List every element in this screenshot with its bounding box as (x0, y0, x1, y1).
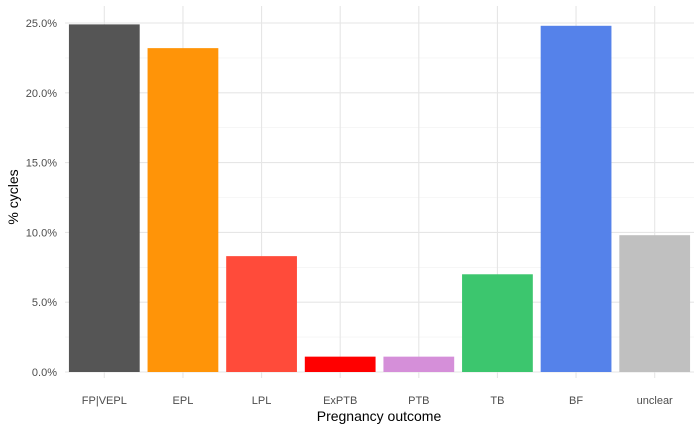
y-axis-title: % cycles (5, 169, 21, 224)
bar-lpl (226, 256, 297, 372)
y-tick-label: 5.0% (32, 297, 57, 309)
x-tick-label: ExPTB (323, 395, 357, 407)
x-axis-title: Pregnancy outcome (317, 408, 442, 424)
bars (68, 24, 691, 373)
x-tick-label: PTB (408, 395, 429, 407)
bar-exptb (304, 356, 376, 372)
bar-ptb (383, 356, 455, 372)
bar-tb (462, 274, 533, 372)
x-tick-label: TB (490, 395, 504, 407)
x-axis-tick-labels: FP|VEPL EPL LPL ExPTB PTB TB BF unclear (82, 395, 673, 407)
x-tick-label: EPL (173, 395, 194, 407)
y-tick-label: 25.0% (26, 18, 57, 30)
bar-bf (540, 25, 612, 373)
x-tick-label: BF (569, 395, 583, 407)
bar-fp-vepl (68, 24, 140, 373)
y-tick-label: 20.0% (26, 88, 57, 100)
x-tick-label: FP|VEPL (82, 395, 127, 407)
x-tick-label: unclear (637, 395, 673, 407)
y-tick-label: 0.0% (32, 367, 57, 379)
y-axis-tick-labels: 0.0% 5.0% 10.0% 15.0% 20.0% 25.0% (26, 18, 57, 379)
x-tick-label: LPL (252, 395, 272, 407)
bar-unclear (619, 235, 691, 372)
y-tick-label: 15.0% (26, 158, 57, 170)
y-tick-label: 10.0% (26, 227, 57, 239)
bar-epl (147, 48, 219, 373)
